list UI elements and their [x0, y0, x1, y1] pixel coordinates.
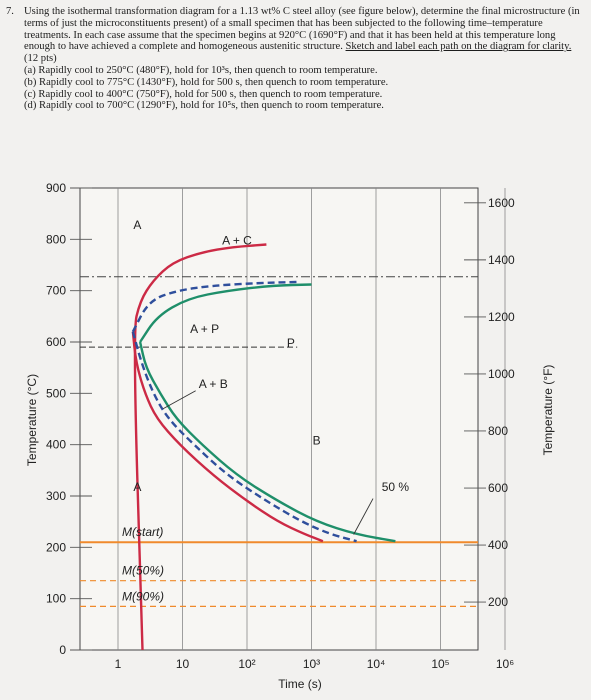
- y-tick-label: 800: [46, 232, 66, 246]
- region-label: 50 %: [382, 480, 410, 494]
- question-instruction: Sketch and label each path on the diagra…: [345, 41, 572, 53]
- region-labels: M(start) M(50%) M(90%) A A + C A + P P A + B B A 5…: [122, 218, 409, 603]
- y-tick-label: 100: [46, 592, 66, 606]
- question-body: Using the isothermal transformation diag…: [24, 6, 584, 112]
- x-tick-label: 10⁴: [367, 657, 386, 671]
- x-tick-label: 10³: [303, 657, 320, 671]
- y-right-tick-label: 200: [488, 595, 508, 609]
- bainite-leader: [162, 390, 196, 410]
- region-label: A + P: [190, 322, 219, 336]
- y-right-tick-label: 1000: [488, 367, 515, 381]
- y-right-tick-label: 1600: [488, 196, 515, 210]
- question-number: 7.: [6, 6, 14, 17]
- question-item-d: (d) Rapidly cool to 700°C (1290°F), hold…: [24, 100, 384, 112]
- x-tick-label: 10⁶: [496, 657, 514, 671]
- region-label: B: [313, 434, 321, 448]
- x-axis-label: Time (s): [278, 677, 322, 691]
- martensite-label: M(90%): [122, 589, 164, 603]
- region-label: A: [133, 480, 141, 494]
- curve-lower: [131, 331, 357, 543]
- region-label: A + B: [199, 377, 228, 391]
- curve-upper: [139, 283, 312, 343]
- y-tick-label: 300: [46, 489, 66, 503]
- y-axis-label-right: Temperature (°F): [541, 365, 555, 456]
- y-tick-label: 500: [46, 386, 66, 400]
- curve-upper: [133, 243, 267, 651]
- axis-ticks: 1 10 10² 10³ 10⁴ 10⁵ 10⁶ 0 100 200 300 400 500 600 700…: [46, 181, 515, 671]
- curve-lower: [131, 331, 324, 543]
- martensite-label: M(start): [122, 525, 163, 539]
- y-tick-label: 0: [59, 643, 66, 657]
- grid-lines: [80, 188, 506, 650]
- x-tick-label: 10²: [238, 657, 255, 671]
- question-item-a: (a) Rapidly cool to 250°C (480°F), hold …: [24, 64, 378, 76]
- curves: [131, 243, 396, 651]
- martensite-label: M(50%): [122, 564, 164, 578]
- question-item-c: (c) Rapidly cool to 400°C (750°F), hold …: [24, 88, 383, 100]
- plot-area: [79, 187, 479, 651]
- y-axis-label: Temperature (°C): [25, 374, 39, 466]
- question-block: 7. Using the isothermal transformation d…: [6, 6, 584, 112]
- y-right-tick-label: 600: [488, 481, 508, 495]
- region-label: P: [287, 336, 295, 350]
- x-tick-label: 1: [115, 657, 122, 671]
- curve-lower: [138, 341, 396, 543]
- question-intro: Using the isothermal transformation diag…: [24, 6, 584, 65]
- question-intro-text: Using the isothermal transformation diag…: [24, 6, 580, 53]
- region-label: A + C: [222, 233, 252, 247]
- x-tick-label: 10⁵: [431, 657, 449, 671]
- y-tick-label: 900: [46, 181, 66, 195]
- y-tick-label: 700: [46, 284, 66, 298]
- fifty-percent-leader: [353, 498, 374, 535]
- x-tick-label: 10: [176, 657, 190, 671]
- region-label: A: [133, 218, 141, 232]
- y-right-tick-label: 1200: [488, 310, 515, 324]
- curve-upper: [131, 280, 298, 333]
- y-right-tick-label: 400: [488, 538, 508, 552]
- y-right-tick-label: 1400: [488, 253, 515, 267]
- question-item-b: (b) Rapidly cool to 775°C (1430°F), hold…: [24, 76, 389, 88]
- y-tick-label: 600: [46, 335, 66, 349]
- y-right-tick-label: 800: [488, 424, 508, 438]
- question-points: (12 pts): [24, 53, 57, 65]
- y-tick-label: 400: [46, 438, 66, 452]
- y-tick-label: 200: [46, 540, 66, 554]
